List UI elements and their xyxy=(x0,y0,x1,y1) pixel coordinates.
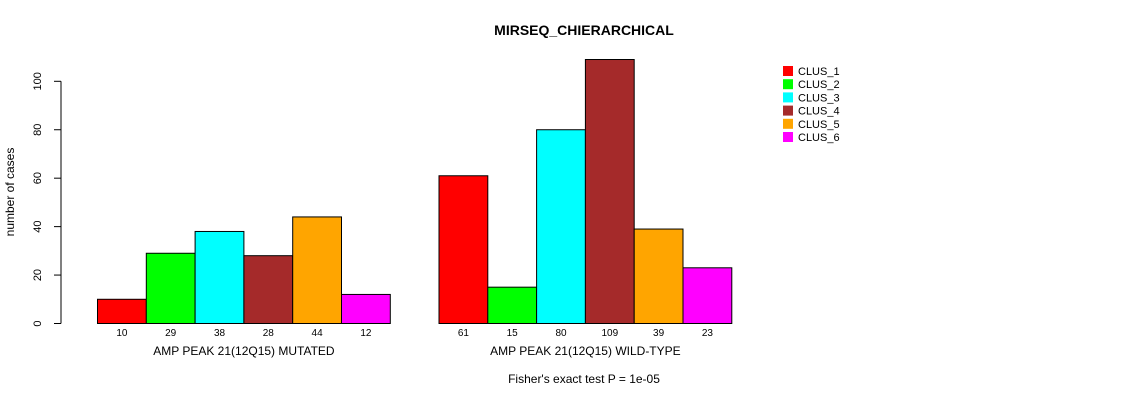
bar-count-label: 80 xyxy=(555,328,567,339)
bar-clus-1 xyxy=(438,175,489,324)
bar-clus-2 xyxy=(487,286,538,325)
y-tick-label: 80 xyxy=(32,124,44,136)
legend-swatch xyxy=(783,79,793,90)
bar-count-label: 38 xyxy=(214,328,226,339)
bar-clus-5 xyxy=(633,228,684,325)
bar-clus-4 xyxy=(243,255,294,325)
legend-swatch xyxy=(783,105,793,116)
fisher-test-footer: Fisher's exact test P = 1e-05 xyxy=(508,372,660,386)
legend-swatch xyxy=(783,66,793,76)
y-tick-label: 100 xyxy=(32,72,44,90)
bar-clus-3 xyxy=(536,129,586,324)
y-axis: 0 20 40 60 80 100 xyxy=(32,72,62,327)
bar-clus-3 xyxy=(194,230,245,325)
bar-count-label: 23 xyxy=(702,328,714,339)
bar-count-label: 10 xyxy=(116,328,128,339)
bar-clus-6 xyxy=(682,267,733,325)
group-label: AMP PEAK 21(12Q15) WILD-TYPE xyxy=(490,344,681,358)
bar-clus-2 xyxy=(145,252,196,324)
legend-label: CLUS_6 xyxy=(798,132,840,144)
bar-clus-1 xyxy=(97,298,147,324)
y-tick-label: 0 xyxy=(32,320,44,326)
legend-label: CLUS_5 xyxy=(798,119,840,131)
legend-label: CLUS_4 xyxy=(798,106,840,118)
bar-count-label: 15 xyxy=(507,328,519,339)
legend-swatch xyxy=(783,92,793,103)
y-tick-label: 40 xyxy=(32,220,44,232)
bar-clus-4 xyxy=(584,59,635,324)
group-labels: AMP PEAK 21(12Q15) MUTATED AMP PEAK 21(12… xyxy=(153,344,680,358)
y-axis-label: number of cases xyxy=(3,148,17,237)
bar-count-label: 12 xyxy=(360,328,372,339)
legend-swatch xyxy=(783,118,793,129)
bar-count-label: 29 xyxy=(165,328,177,339)
legend-label: CLUS_3 xyxy=(798,92,840,104)
bar-count-label: 39 xyxy=(653,328,665,339)
bar-count-label: 28 xyxy=(263,328,275,339)
y-tick-label: 60 xyxy=(32,172,44,184)
legend-label: CLUS_2 xyxy=(798,79,840,91)
chart-title: MIRSEQ_CHIERARCHICAL xyxy=(494,22,674,38)
legend-swatch xyxy=(783,132,793,142)
legend-label: CLUS_1 xyxy=(798,66,840,78)
bar-series: 10 29 38 28 44 12 61 15 80 109 39 23 xyxy=(97,59,733,339)
bar-clus-5 xyxy=(292,216,343,325)
bar-count-label: 109 xyxy=(601,328,618,339)
bar-clus-6 xyxy=(341,293,391,325)
group-label: AMP PEAK 21(12Q15) MUTATED xyxy=(153,344,335,358)
bar-count-label: 61 xyxy=(458,328,470,339)
y-tick-label: 20 xyxy=(32,269,44,281)
bar-count-label: 44 xyxy=(312,328,324,339)
